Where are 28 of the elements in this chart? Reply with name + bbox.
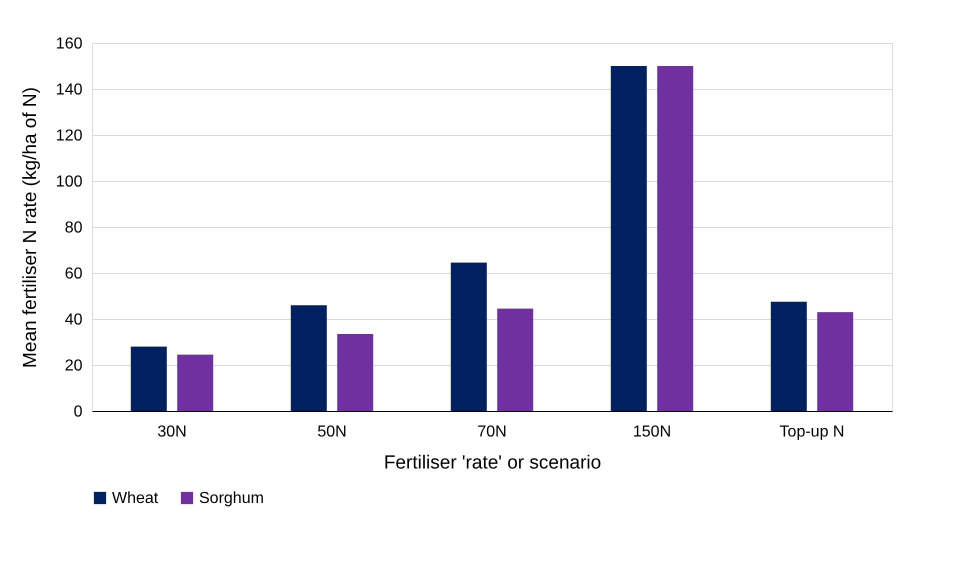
x-tick-label: 150N	[632, 424, 672, 440]
x-tick-label: 70N	[477, 424, 507, 440]
bar	[177, 354, 214, 411]
bar	[337, 334, 374, 411]
x-tick-label: Top-up N	[780, 424, 844, 440]
bar	[610, 66, 647, 411]
bar	[657, 66, 694, 411]
x-axis-title: Fertiliser 'rate' or scenario	[384, 452, 602, 474]
bar	[450, 262, 487, 411]
y-tick-label: 140	[56, 82, 83, 98]
x-tick-label: 50N	[317, 424, 347, 440]
bar	[817, 312, 854, 411]
bar	[130, 346, 167, 411]
y-tick-label: 80	[64, 220, 83, 236]
y-tick-label: 120	[56, 128, 83, 144]
y-tick-label: 40	[64, 312, 83, 328]
y-tick-label: 0	[74, 404, 83, 420]
legend-label: Sorghum	[199, 490, 264, 507]
y-tick-label: 20	[64, 358, 83, 374]
y-axis-title: Mean fertiliser N rate (kg/ha of N)	[20, 87, 41, 368]
bar	[497, 308, 534, 411]
bar	[770, 302, 807, 411]
x-tick-label: 30N	[157, 424, 187, 440]
y-tick-label: 100	[56, 174, 83, 190]
y-tick-label: 60	[64, 266, 83, 282]
legend-label: Wheat	[112, 490, 159, 507]
y-tick-label: 160	[56, 36, 83, 52]
bar	[290, 305, 327, 411]
